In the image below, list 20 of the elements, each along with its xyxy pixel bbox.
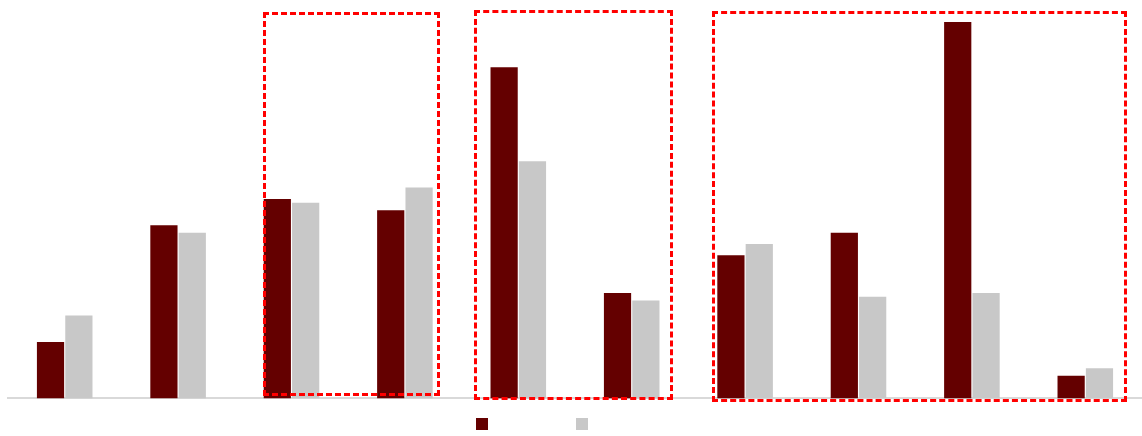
bar [944,22,972,399]
bar [1085,368,1114,399]
bar [178,232,206,399]
bar [830,232,858,399]
bar [36,341,65,399]
bar [745,244,773,399]
bar [603,293,632,399]
bar [292,202,320,399]
bar [1057,375,1085,399]
bar [263,198,291,399]
bar [518,161,547,399]
bar [632,300,660,399]
bar [65,315,93,399]
bar [717,255,745,399]
bar [150,225,178,399]
bar [859,296,887,399]
bar [490,67,518,399]
bar [405,187,433,399]
bar [377,210,405,399]
bar [972,293,1000,399]
